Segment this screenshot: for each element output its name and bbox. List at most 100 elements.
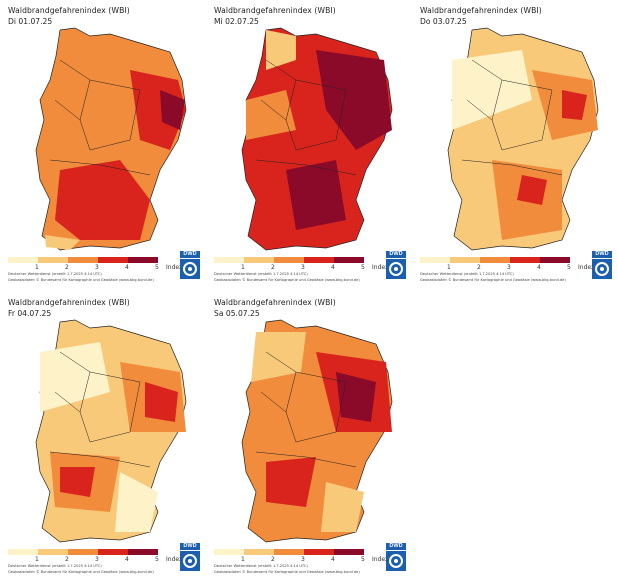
credit-line: Geobasisdaten © Bundesamt für Kartograph… (214, 278, 360, 282)
legend-index-label: Index (166, 556, 183, 563)
credit-line: Geobasisdaten © Bundesamt für Kartograph… (214, 570, 360, 574)
dwd-swirl-icon (386, 259, 406, 279)
legend-tick: 2 (271, 556, 275, 563)
legend-cell (214, 257, 244, 263)
legend-tick: 1 (35, 556, 39, 563)
map-panel-3: Waldbrandgefahrenindex (WBI) Do 03.07.25… (412, 0, 616, 290)
legend-cell (68, 549, 98, 555)
dwd-logo-text: DWD (180, 251, 200, 258)
legend-tick: 4 (331, 264, 335, 271)
legend-cell (98, 549, 128, 555)
legend-cell (480, 257, 510, 263)
map-date: Di 01.07.25 (8, 17, 53, 26)
legend-cell (128, 257, 158, 263)
legend-tick: 1 (447, 264, 451, 271)
map-panel-2: Waldbrandgefahrenindex (WBI) Mi 02.07.25… (206, 0, 410, 290)
map-date: Sa 05.07.25 (214, 309, 260, 318)
map-date: Fr 04.07.25 (8, 309, 52, 318)
legend-cell (304, 257, 334, 263)
legend-tick: 4 (331, 556, 335, 563)
legend-cell (214, 549, 244, 555)
map-title: Waldbrandgefahrenindex (WBI) (214, 6, 336, 15)
map-panel-4: Waldbrandgefahrenindex (WBI) Fr 04.07.25… (0, 292, 204, 582)
legend-tick: 3 (301, 264, 305, 271)
legend-cell (128, 549, 158, 555)
dwd-swirl-icon (180, 551, 200, 571)
dwd-logo-text: DWD (180, 543, 200, 550)
legend: 1 2 3 4 5 Index (420, 257, 600, 271)
legend-tick: 1 (241, 556, 245, 563)
map-date: Mi 02.07.25 (214, 17, 259, 26)
legend-index-label: Index (372, 264, 389, 271)
legend-index-label: Index (372, 556, 389, 563)
legend-cell (420, 257, 450, 263)
legend-tick: 4 (125, 556, 129, 563)
legend-cell (304, 549, 334, 555)
legend-tick: 2 (65, 556, 69, 563)
map-title: Waldbrandgefahrenindex (WBI) (214, 298, 336, 307)
legend-tick: 3 (507, 264, 511, 271)
legend-cell (68, 257, 98, 263)
legend-cell (274, 257, 304, 263)
legend-tick: 1 (241, 264, 245, 271)
legend-cell (98, 257, 128, 263)
germany-map (241, 27, 393, 251)
legend-tick: 3 (301, 556, 305, 563)
map-date: Do 03.07.25 (420, 17, 467, 26)
legend-cell (334, 549, 364, 555)
dwd-logo: DWD (180, 251, 200, 281)
germany-map (35, 319, 187, 543)
legend-tick: 2 (65, 264, 69, 271)
credit-line: Geobasisdaten © Bundesamt für Kartograph… (8, 570, 154, 574)
dwd-swirl-icon (180, 259, 200, 279)
legend-cell (334, 257, 364, 263)
credit-line: Deutscher Wetterdienst (erstellt 1.7.202… (420, 272, 514, 276)
legend-cell (244, 257, 274, 263)
legend-tick: 5 (155, 264, 159, 271)
legend-tick: 5 (155, 556, 159, 563)
map-panel-1: Waldbrandgefahrenindex (WBI) Di 01.07.25… (0, 0, 204, 290)
legend-cell (8, 549, 38, 555)
legend-tick: 2 (477, 264, 481, 271)
dwd-logo: DWD (592, 251, 612, 281)
legend: 1 2 3 4 5 Index (8, 257, 188, 271)
map-title: Waldbrandgefahrenindex (WBI) (420, 6, 542, 15)
credit-line: Geobasisdaten © Bundesamt für Kartograph… (420, 278, 566, 282)
credit-line: Deutscher Wetterdienst (erstellt 1.7.202… (214, 272, 308, 276)
legend-tick: 4 (125, 264, 129, 271)
legend-cell (510, 257, 540, 263)
map-panel-5: Waldbrandgefahrenindex (WBI) Sa 05.07.25… (206, 292, 410, 582)
legend-cell (38, 549, 68, 555)
legend-index-label: Index (166, 264, 183, 271)
legend-cell (540, 257, 570, 263)
germany-map (241, 319, 393, 543)
map-title: Waldbrandgefahrenindex (WBI) (8, 298, 130, 307)
legend: 1 2 3 4 5 Index (214, 257, 394, 271)
germany-map (447, 27, 599, 251)
map-title: Waldbrandgefahrenindex (WBI) (8, 6, 130, 15)
dwd-logo: DWD (386, 543, 406, 573)
legend-cell (274, 549, 304, 555)
legend-index-label: Index (578, 264, 595, 271)
credit-line: Deutscher Wetterdienst (erstellt 1.7.202… (8, 564, 102, 568)
legend-tick: 4 (537, 264, 541, 271)
dwd-logo: DWD (180, 543, 200, 573)
legend: 1 2 3 4 5 Index (214, 549, 394, 563)
dwd-logo-text: DWD (386, 251, 406, 258)
legend-cell (450, 257, 480, 263)
legend-cell (38, 257, 68, 263)
credit-line: Geobasisdaten © Bundesamt für Kartograph… (8, 278, 154, 282)
legend-tick: 2 (271, 264, 275, 271)
credit-line: Deutscher Wetterdienst (erstellt 1.7.202… (8, 272, 102, 276)
legend-tick: 3 (95, 264, 99, 271)
germany-map (35, 27, 187, 251)
dwd-swirl-icon (386, 551, 406, 571)
credit-line: Deutscher Wetterdienst (erstellt 1.7.202… (214, 564, 308, 568)
dwd-logo: DWD (386, 251, 406, 281)
legend-tick: 5 (361, 556, 365, 563)
dwd-logo-text: DWD (386, 543, 406, 550)
legend-tick: 1 (35, 264, 39, 271)
legend-tick: 5 (361, 264, 365, 271)
legend-cell (8, 257, 38, 263)
legend-cell (244, 549, 274, 555)
